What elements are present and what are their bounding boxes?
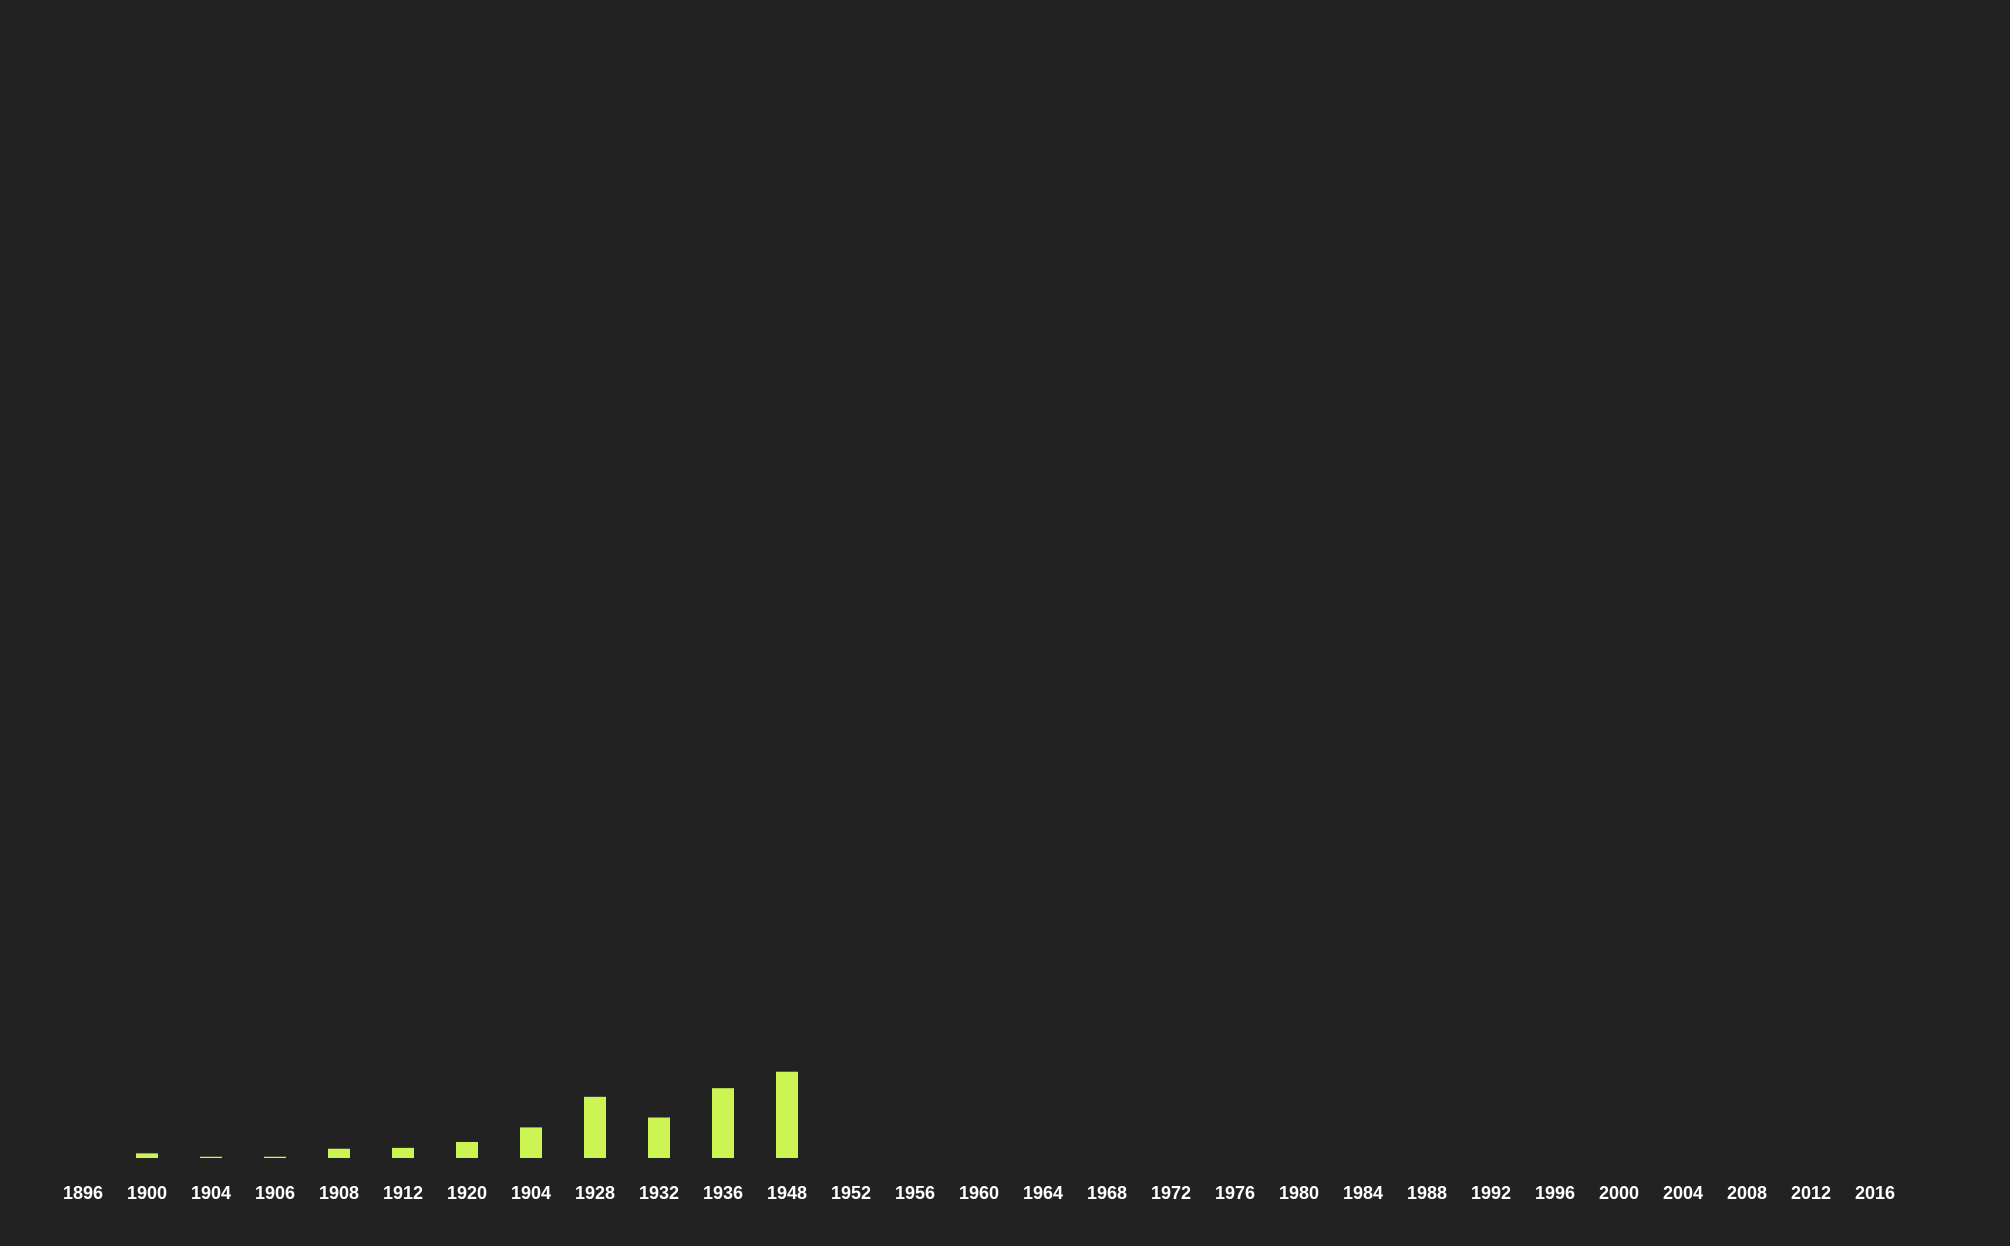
- x-tick-label: 1948: [767, 1183, 807, 1203]
- x-tick-label: 1956: [895, 1183, 935, 1203]
- x-tick-label: 1932: [639, 1183, 679, 1203]
- bar: [392, 1147, 414, 1158]
- x-tick-label: 2012: [1791, 1183, 1831, 1203]
- x-tick-label: 1976: [1215, 1183, 1255, 1203]
- x-tick-label: 1980: [1279, 1183, 1319, 1203]
- x-tick-label: 1908: [319, 1183, 359, 1203]
- x-tick-label: 2000: [1599, 1183, 1639, 1203]
- bar: [776, 1071, 798, 1158]
- x-tick-label: 1928: [575, 1183, 615, 1203]
- x-tick-label: 1936: [703, 1183, 743, 1203]
- x-tick-label: 1952: [831, 1183, 871, 1203]
- x-tick-label: 1920: [447, 1183, 487, 1203]
- x-tick-label: 1896: [63, 1183, 103, 1203]
- x-tick-label: 1960: [959, 1183, 999, 1203]
- x-tick-label: 1906: [255, 1183, 295, 1203]
- x-tick-label: 1988: [1407, 1183, 1447, 1203]
- x-tick-label: 1904: [511, 1183, 551, 1203]
- x-tick-label: 1904: [191, 1183, 231, 1203]
- x-tick-label: 1996: [1535, 1183, 1575, 1203]
- bar: [264, 1156, 286, 1158]
- bars-group: [136, 1071, 798, 1158]
- x-axis-tick-labels: 1896 1900 1904 1906 1908 1912 1920 1904 1928 1932…: [63, 1183, 1895, 1203]
- bar: [136, 1153, 158, 1158]
- bar: [648, 1117, 670, 1158]
- x-tick-label: 1912: [383, 1183, 423, 1203]
- x-tick-label: 2008: [1727, 1183, 1767, 1203]
- x-tick-label: 1968: [1087, 1183, 1127, 1203]
- x-tick-label: 1964: [1023, 1183, 1063, 1203]
- x-tick-label: 2004: [1663, 1183, 1703, 1203]
- bar: [520, 1127, 542, 1158]
- x-tick-label: 1992: [1471, 1183, 1511, 1203]
- bar: [456, 1141, 478, 1158]
- x-tick-label: 1972: [1151, 1183, 1191, 1203]
- bar: [328, 1148, 350, 1158]
- x-tick-label: 2016: [1855, 1183, 1895, 1203]
- bar: [200, 1156, 222, 1158]
- bar: [584, 1096, 606, 1158]
- x-tick-label: 1984: [1343, 1183, 1383, 1203]
- bar: [712, 1088, 734, 1158]
- x-tick-label: 1900: [127, 1183, 167, 1203]
